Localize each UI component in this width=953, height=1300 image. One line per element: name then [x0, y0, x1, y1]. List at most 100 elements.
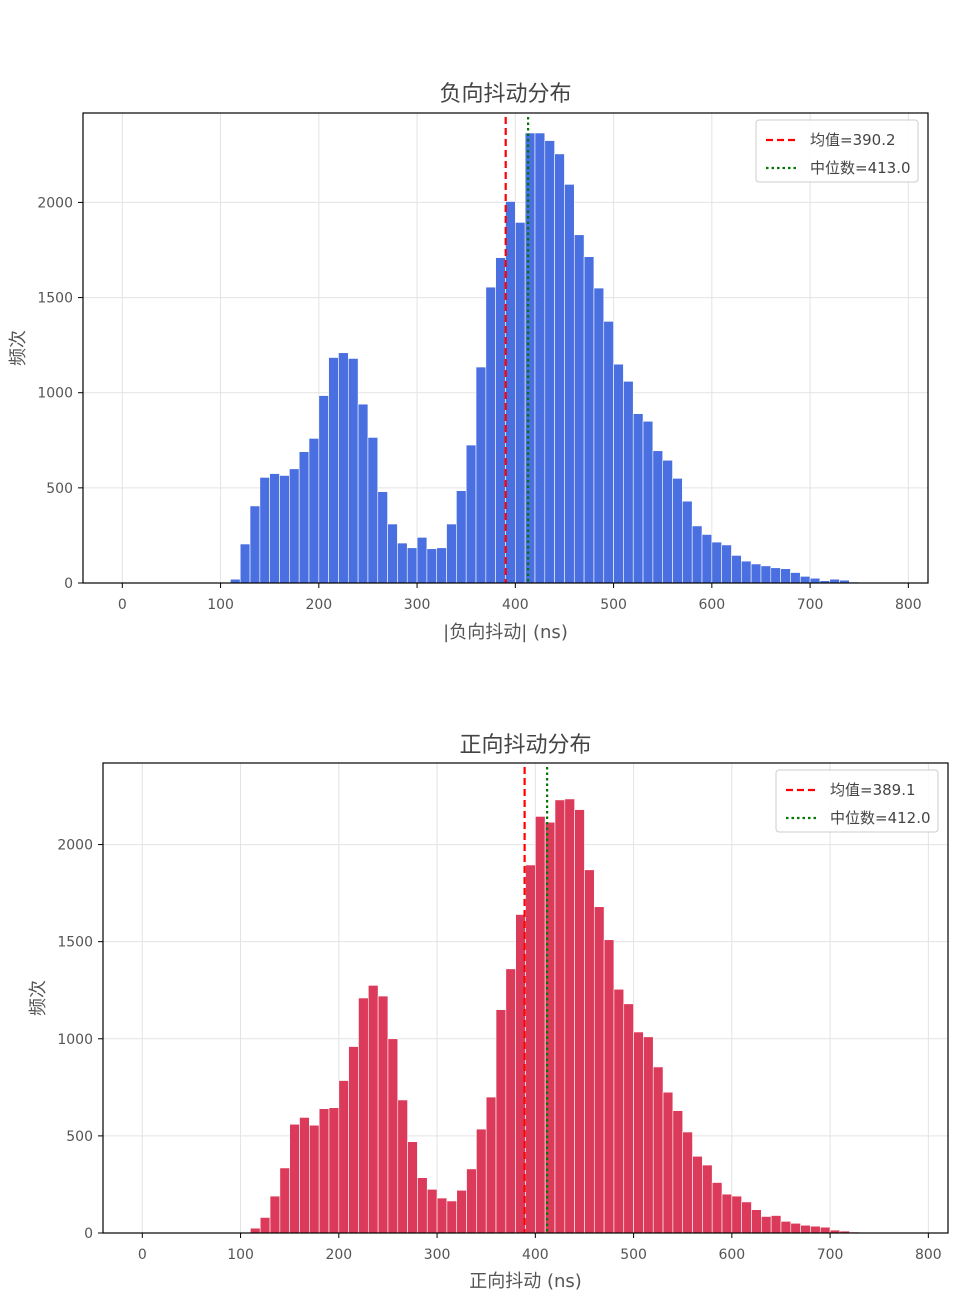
histogram-bar	[799, 576, 811, 584]
histogram-bar	[564, 798, 575, 1234]
legend-median-label: 中位数=412.0	[830, 809, 931, 827]
x-tick-label: 500	[620, 1247, 647, 1263]
histogram-bar	[583, 256, 595, 584]
histogram-bar	[466, 1168, 477, 1234]
histogram-bar	[662, 1091, 674, 1234]
histogram-bar	[367, 437, 379, 584]
histogram-bar	[299, 1117, 310, 1234]
y-tick-label: 1500	[57, 935, 93, 951]
histogram-bar	[584, 869, 595, 1234]
histogram-bar	[809, 577, 821, 584]
histogram-bar	[800, 1224, 811, 1234]
chart-title: 正向抖动分布	[459, 733, 591, 758]
histogram-bar	[417, 1177, 428, 1234]
histogram-bar	[731, 1195, 742, 1234]
histogram-bar	[741, 1201, 752, 1234]
histogram-bar	[632, 413, 644, 584]
histogram-bar	[347, 358, 359, 584]
x-tick-label: 200	[305, 597, 332, 613]
histogram-bar	[770, 567, 781, 584]
histogram-bar	[643, 1036, 654, 1234]
histogram-bar	[721, 544, 732, 584]
histogram-bar	[780, 1221, 792, 1234]
histogram-bar	[524, 132, 536, 584]
histogram-bar	[554, 153, 565, 584]
histogram-bar	[750, 563, 762, 584]
histogram-bar	[701, 534, 713, 584]
histogram-bar	[397, 1099, 408, 1234]
legend-box	[755, 119, 919, 183]
histogram-bar	[259, 1217, 271, 1234]
chart-panel-positive-jitter: 0 100 200 300 400 500 600 700 800 0 500 1000 1500 200…	[28, 733, 949, 1292]
histogram-bar	[239, 543, 251, 584]
histogram-bar	[711, 541, 722, 584]
histogram-bar	[564, 184, 575, 584]
histogram-bar	[682, 1131, 693, 1234]
histogram-bar	[367, 985, 379, 1234]
histogram-bar	[652, 1066, 664, 1234]
histogram-bar	[721, 1193, 733, 1234]
histogram-bar	[475, 366, 487, 584]
histogram-bar	[711, 1182, 723, 1234]
histogram-bar	[406, 547, 418, 584]
x-tick-label: 700	[817, 1247, 844, 1263]
plot-frame	[82, 112, 929, 584]
histogram-bar	[652, 450, 664, 584]
y-axis-label: 频次	[8, 330, 29, 366]
histogram-bar	[298, 451, 310, 584]
histogram-bar	[259, 477, 270, 584]
histogram-bar	[328, 1107, 340, 1234]
histogram-bar	[426, 1189, 438, 1234]
histogram-bar	[436, 1197, 448, 1234]
legend-mean-label: 均值=389.1	[830, 781, 916, 799]
y-tick-label: 1000	[57, 1032, 93, 1048]
histogram-bar	[426, 548, 438, 584]
histogram-bar	[672, 1110, 684, 1234]
histogram-bar	[603, 939, 615, 1234]
histogram-bar	[465, 444, 477, 584]
histogram-bar	[780, 568, 791, 584]
x-tick-label: 200	[325, 1247, 352, 1263]
histogram-bar	[603, 321, 614, 584]
histogram-bar	[544, 140, 555, 584]
histogram-bar	[505, 201, 516, 584]
histogram-bar	[318, 395, 329, 584]
histogram-bar	[338, 1080, 349, 1234]
y-tick-label: 2000	[57, 838, 93, 854]
histogram-bar	[741, 560, 752, 584]
histogram-bar	[534, 132, 546, 584]
histogram-bar	[819, 1226, 831, 1234]
y-axis-label: 频次	[28, 980, 49, 1016]
histogram-bar	[554, 799, 566, 1234]
y-tick-label: 0	[64, 576, 73, 592]
y-tick-label: 500	[66, 1129, 93, 1145]
x-tick-label: 400	[502, 597, 529, 613]
histogram-bar	[662, 459, 673, 584]
legend: 均值=389.1 中位数=412.0	[775, 769, 939, 833]
x-tick-label: 100	[207, 597, 234, 613]
histogram-bar	[446, 1200, 458, 1234]
histogram-bar	[573, 234, 585, 584]
histogram-bar	[446, 523, 457, 584]
histogram-bar	[702, 1164, 713, 1234]
y-tick-label: 0	[84, 1226, 93, 1242]
histogram-bar	[495, 1009, 507, 1234]
histogram-bar	[387, 523, 398, 584]
histogram-bar	[289, 468, 300, 584]
legend-median-label: 中位数=413.0	[810, 159, 911, 177]
x-tick-label: 0	[138, 1247, 147, 1263]
histogram-bar	[593, 906, 605, 1234]
x-tick-label: 600	[698, 597, 725, 613]
histogram-bar	[790, 572, 801, 584]
histogram-bar	[309, 1124, 320, 1234]
histogram-bar	[810, 1225, 821, 1234]
histogram-bar	[613, 363, 624, 584]
x-tick-label: 100	[227, 1247, 254, 1263]
histogram-bar	[279, 475, 290, 584]
x-tick-label: 700	[797, 597, 824, 613]
histogram-bar	[505, 968, 516, 1234]
histogram-bar	[633, 1031, 644, 1234]
legend: 均值=390.2 中位数=413.0	[755, 119, 919, 183]
histogram-bar	[642, 420, 654, 584]
histogram-bar	[436, 547, 447, 584]
